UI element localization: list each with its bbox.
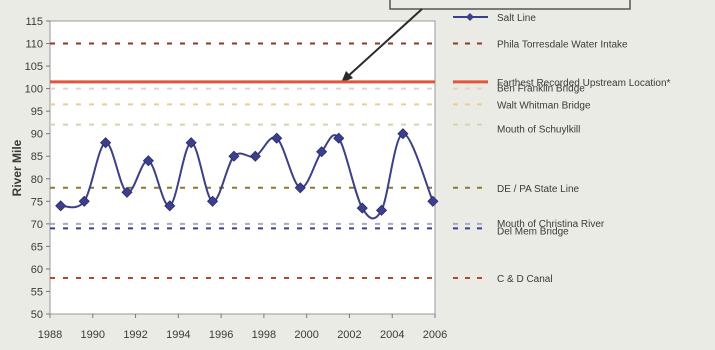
salt-line-point: [228, 150, 240, 162]
salt-line-point: [78, 195, 90, 207]
salt-line-point: [375, 204, 388, 216]
salt-line-point: [356, 202, 368, 214]
y-tick-label: 85: [31, 151, 43, 163]
callout-box: [389, 0, 631, 10]
salt-line-point: [316, 146, 328, 158]
legend-label: Ben Franklin Bridge: [497, 84, 585, 95]
salt-line-point: [142, 155, 154, 167]
legend: Phila Torresdale Water Intake Farthest Re…: [453, 13, 671, 285]
y-tick-label: 60: [31, 264, 43, 276]
x-tick-label: 2004: [380, 329, 404, 341]
x-tick-label: 1994: [166, 329, 190, 341]
y-axis-label: River Mile: [10, 139, 24, 196]
y-tick-label: 75: [31, 196, 43, 208]
y-tick-label: 70: [31, 219, 43, 231]
salt-line-point: [249, 150, 261, 162]
x-tick-label: 1990: [81, 329, 105, 341]
plot-area: [49, 20, 436, 315]
legend-label: Farthest Recorded Upstream Location*: [497, 78, 671, 89]
y-tick-label: 50: [31, 309, 43, 321]
legend-label: DE / PA State Line: [497, 184, 580, 195]
salt-line-point: [100, 137, 112, 149]
y-tick-label: 100: [25, 84, 43, 96]
x-tick-label: 1996: [209, 329, 233, 341]
salt-line-point: [164, 200, 176, 212]
legend-series-marker: [466, 13, 474, 21]
salt-line-point: [185, 137, 197, 149]
x-tick-label: 2000: [294, 329, 318, 341]
salt-line-point: [55, 200, 67, 212]
y-tick-label: 80: [31, 174, 43, 186]
salt-line-point: [121, 186, 133, 198]
salt-line-point: [427, 195, 439, 207]
x-axis-ticks: 1988 1990 1992 1994 1996 1998 2000 2002 2004 2006: [38, 314, 447, 341]
x-tick-label: 1988: [38, 329, 62, 341]
y-tick-label: 65: [31, 241, 43, 253]
legend-label: Mouth of Christina River: [497, 219, 605, 230]
y-tick-label: 90: [31, 129, 43, 141]
legend-label: C & D Canal: [497, 274, 553, 285]
salt-line-point: [333, 132, 345, 144]
callout-arrowhead: [341, 71, 353, 83]
y-axis-ticks: 50 55 60 65 70 75 80 85 90 95 100 105 110 115: [25, 16, 50, 321]
y-tick-label: 115: [25, 16, 43, 28]
x-tick-label: 2002: [337, 329, 361, 341]
salt-line-point: [294, 182, 306, 194]
y-tick-label: 95: [31, 106, 43, 118]
legend-label: Walt Whitman Bridge: [497, 100, 591, 111]
salt-line-point: [206, 195, 219, 207]
x-tick-label: 1998: [252, 329, 276, 341]
y-tick-label: 105: [25, 61, 43, 73]
legend-label: Del Mem Bridge: [497, 226, 569, 237]
legend-label: Phila Torresdale Water Intake: [497, 40, 628, 51]
data-series: [55, 128, 439, 220]
salt-line-point: [397, 128, 409, 140]
salt-line-point: [271, 132, 283, 144]
callout-arrow: [345, 8, 423, 79]
y-tick-label: 55: [31, 286, 43, 298]
y-tick-label: 110: [25, 39, 43, 51]
legend-series-label: Salt Line: [497, 13, 536, 24]
x-tick-label: 1992: [123, 329, 147, 341]
reference-lines: [50, 42, 435, 279]
legend-label: Mouth of Schuylkill: [497, 125, 580, 136]
x-tick-label: 2006: [423, 329, 447, 341]
